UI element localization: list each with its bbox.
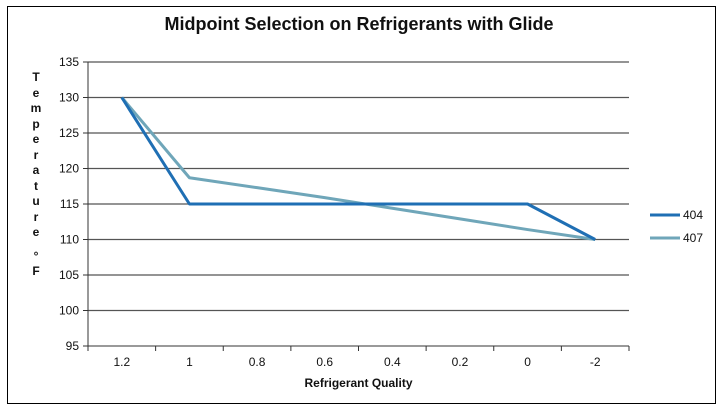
legend: 404 407 xyxy=(650,208,703,245)
x-tick-label: -2 xyxy=(590,355,601,369)
y-tick-label: 95 xyxy=(66,339,80,353)
y-axis-title-char: p xyxy=(32,116,40,131)
series-line-404 xyxy=(120,96,596,241)
y-axis-title-char: F xyxy=(32,264,40,278)
y-tick-label: 130 xyxy=(59,91,79,105)
x-tick-label: 1.2 xyxy=(113,355,130,369)
y-axis-title-char: ° xyxy=(33,248,39,263)
y-axis-title-char: T xyxy=(32,70,40,84)
series-lines xyxy=(120,96,596,241)
x-tick-label: 0 xyxy=(524,355,531,369)
y-tick-label: 105 xyxy=(59,268,79,282)
y-tick-label: 120 xyxy=(59,162,79,176)
y-axis-title-char: e xyxy=(32,225,40,239)
y-axis-title-char: e xyxy=(32,132,40,146)
gridlines xyxy=(88,61,629,312)
x-axis-title: Refrigerant Quality xyxy=(304,376,412,390)
legend-label-404: 404 xyxy=(683,208,703,222)
y-axis-title-char: r xyxy=(33,209,39,224)
y-axis-title-char: r xyxy=(33,147,39,162)
x-tick-label: 0.2 xyxy=(452,355,469,369)
chart-title: Midpoint Selection on Refrigerants with … xyxy=(164,14,554,34)
x-tick-label: 0.6 xyxy=(316,355,333,369)
y-tick-label: 100 xyxy=(59,304,79,318)
y-axis-title-char: e xyxy=(32,85,40,100)
y-axis-title-char: m xyxy=(30,101,42,115)
axes: 95 100 105 110 115 120 125 130 135 1.2 1 0.8 0.6 0.4 0… xyxy=(59,55,630,390)
x-tick-label: 1 xyxy=(186,355,193,369)
x-tick-label: 0.4 xyxy=(384,355,401,369)
y-tick-label: 115 xyxy=(60,197,79,211)
y-tick-label: 125 xyxy=(59,126,79,140)
y-axis-title-char: t xyxy=(34,178,38,193)
y-axis-title-char: a xyxy=(32,163,40,177)
y-tick-label: 110 xyxy=(60,233,79,247)
legend-label-407: 407 xyxy=(683,231,703,245)
y-tick-label: 135 xyxy=(59,55,79,69)
x-tick-label: 0.8 xyxy=(249,355,266,369)
y-axis-title-char: u xyxy=(32,194,40,208)
